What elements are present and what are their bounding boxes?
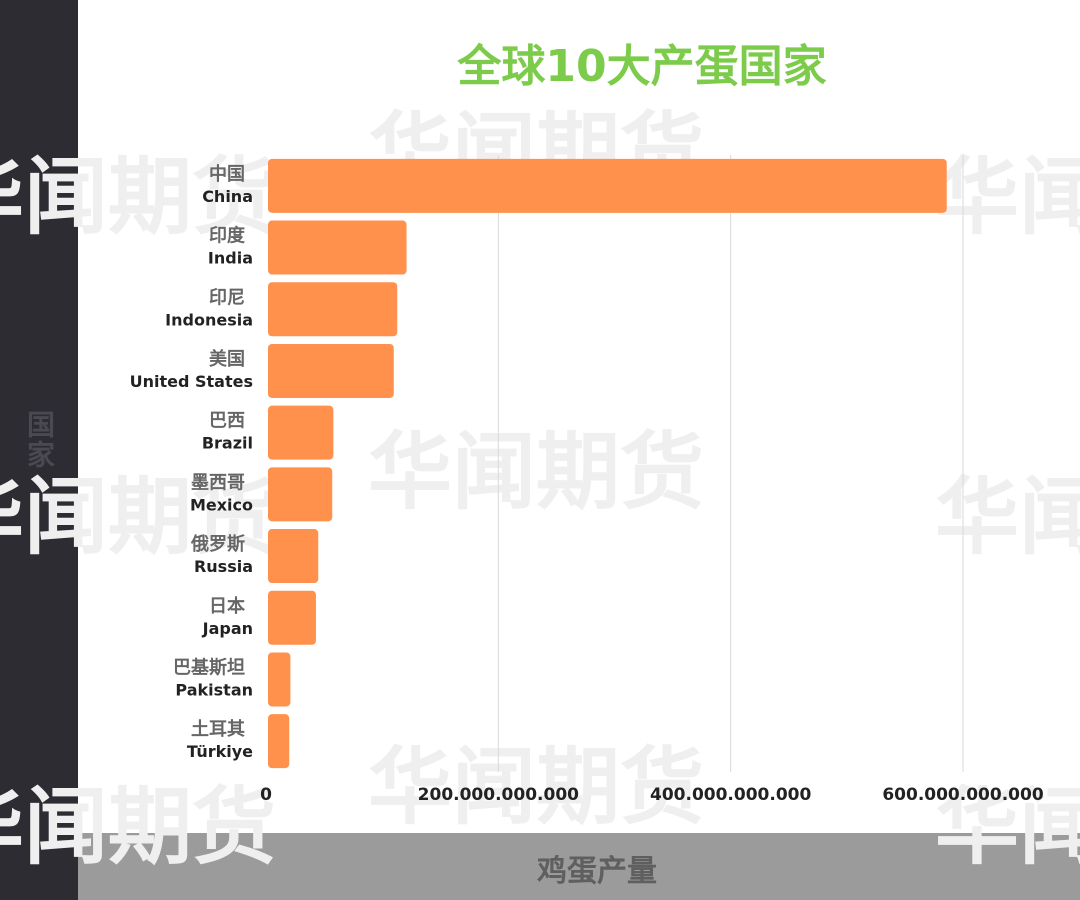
category-label-en: Brazil bbox=[202, 434, 253, 453]
category-label-cn: 俄罗斯 bbox=[190, 533, 245, 555]
category-label-en: Türkiye bbox=[187, 742, 253, 761]
bar bbox=[268, 529, 319, 584]
bar bbox=[268, 714, 290, 769]
y-axis-panel: 国家 bbox=[0, 0, 78, 900]
category-label-en: Indonesia bbox=[165, 310, 253, 329]
category-label-cn: 中国 bbox=[209, 163, 245, 185]
bar bbox=[268, 158, 947, 213]
bar bbox=[268, 590, 316, 645]
bar bbox=[268, 282, 398, 337]
bar bbox=[268, 343, 394, 398]
category-label-cn: 巴基斯坦 bbox=[173, 656, 245, 678]
category-label-en: Mexico bbox=[190, 495, 253, 514]
category-label-cn: 墨西哥 bbox=[191, 472, 245, 493]
chart-title: 全球10大产蛋国家 bbox=[457, 41, 827, 92]
bar bbox=[268, 220, 407, 275]
category-label-cn: 日本 bbox=[209, 595, 245, 617]
category-label-cn: 印度 bbox=[209, 225, 246, 247]
category-label-en: China bbox=[202, 187, 253, 206]
category-label-cn: 印尼 bbox=[209, 287, 245, 308]
category-label-cn: 土耳其 bbox=[191, 719, 245, 740]
category-label-en: India bbox=[208, 249, 253, 268]
bar bbox=[268, 652, 291, 707]
x-axis-title: 鸡蛋产量 bbox=[537, 854, 657, 889]
x-tick-label: 0 bbox=[260, 785, 272, 805]
category-label-en: United States bbox=[130, 372, 253, 391]
category-label-cn: 美国 bbox=[209, 348, 245, 370]
x-axis-panel bbox=[78, 833, 1080, 900]
bar bbox=[268, 467, 333, 522]
x-tick-label: 400.000.000.000 bbox=[650, 785, 811, 805]
bar bbox=[268, 405, 334, 460]
category-label-en: Russia bbox=[194, 557, 253, 576]
x-tick-label: 600.000.000.000 bbox=[882, 785, 1043, 805]
category-label-en: Pakistan bbox=[175, 680, 253, 699]
category-label-cn: 巴西 bbox=[209, 411, 245, 432]
y-axis-title: 国家 bbox=[23, 410, 56, 470]
category-label-en: Japan bbox=[202, 619, 253, 638]
x-tick-label: 200.000.000.000 bbox=[418, 785, 579, 805]
